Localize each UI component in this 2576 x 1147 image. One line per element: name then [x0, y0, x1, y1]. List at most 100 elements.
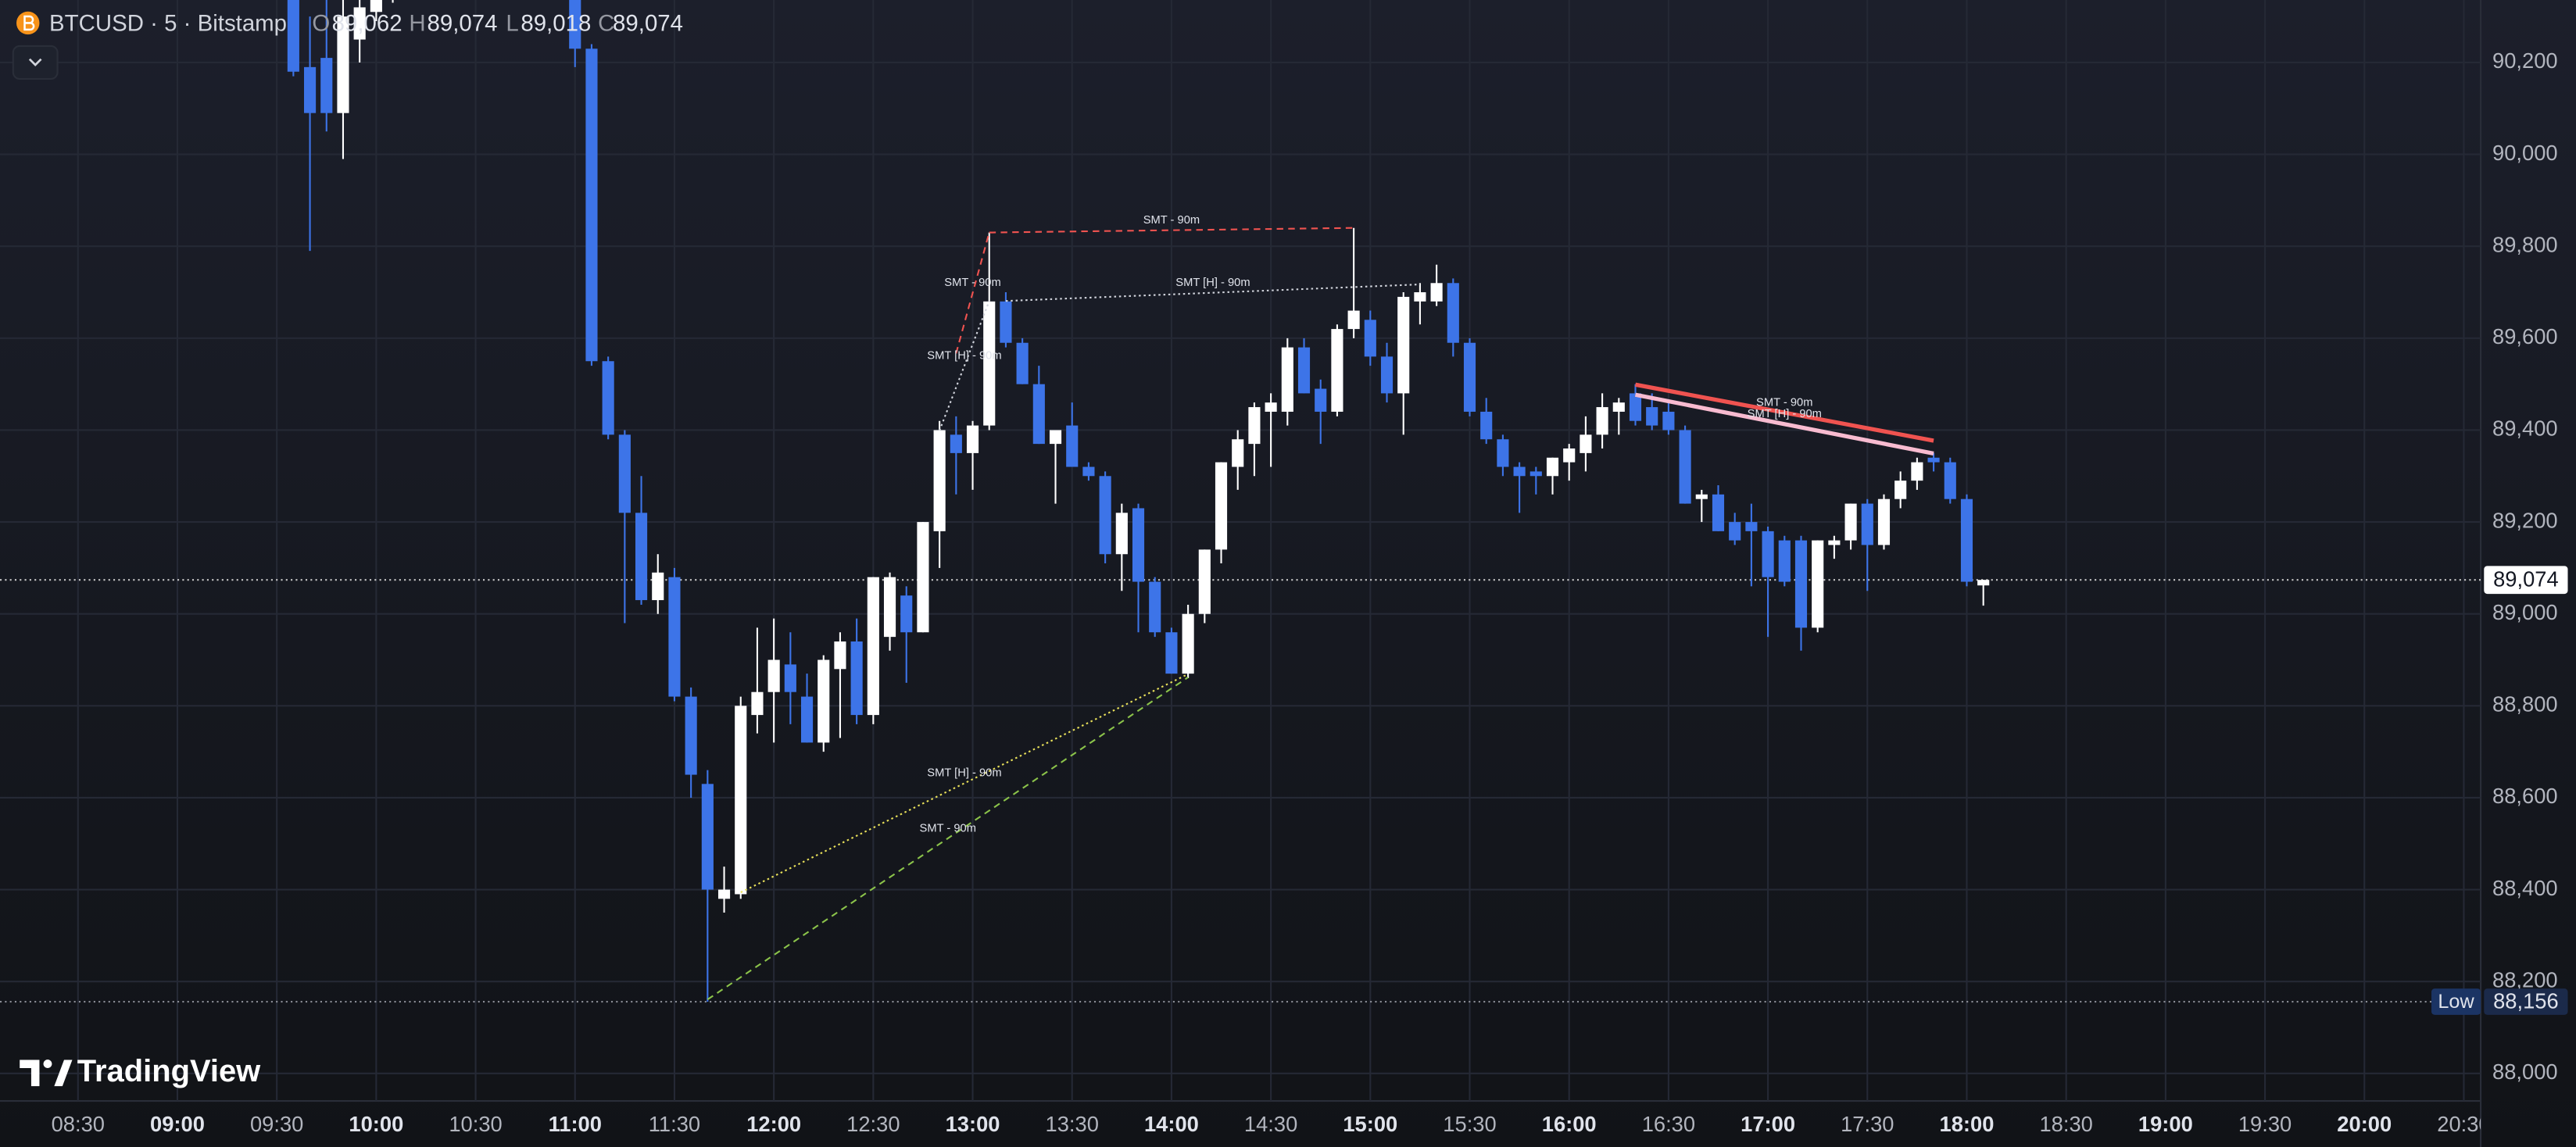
candle-body	[1944, 462, 1956, 499]
candle-body	[1066, 425, 1079, 467]
candle-body	[1297, 347, 1311, 394]
x-tick-label: 10:30	[449, 1112, 502, 1136]
x-tick-label: 11:00	[549, 1112, 602, 1136]
y-tick-label: 89,400	[2492, 416, 2558, 441]
y-tick-label: 88,600	[2492, 784, 2558, 808]
y-tick-label: 90,200	[2492, 48, 2558, 73]
candle-body	[1265, 402, 1277, 412]
candle-body	[1960, 498, 1973, 582]
smt-line	[740, 673, 1189, 894]
button-bg[interactable]	[12, 45, 59, 80]
candle-body	[1165, 632, 1178, 674]
y-tick-label: 89,600	[2492, 324, 2558, 348]
y-tick-label: 88,400	[2492, 876, 2558, 900]
candle-body	[1215, 462, 1228, 550]
candle-body	[1480, 411, 1493, 440]
candle-body	[1745, 522, 1758, 531]
x-tick-label: 09:00	[150, 1112, 205, 1136]
candle-body	[1115, 513, 1128, 555]
x-tick-label: 19:00	[2138, 1112, 2193, 1136]
candle-body	[320, 58, 333, 113]
candle-body	[1646, 407, 1658, 426]
candle-body	[618, 434, 631, 513]
candle-body	[1612, 402, 1625, 412]
low-tag-badge	[2431, 988, 2481, 1015]
candle-body	[337, 16, 349, 113]
candle-body	[1794, 540, 1808, 628]
low-tag: Low	[2438, 991, 2474, 1013]
candle-body	[1877, 498, 1891, 545]
chevron	[28, 58, 42, 67]
candle-body	[685, 696, 697, 775]
candle-body	[1232, 439, 1244, 467]
candle-body	[1000, 301, 1012, 343]
candle-body	[701, 784, 714, 890]
candle-body	[950, 434, 962, 453]
candle-body	[370, 0, 382, 13]
smt-label: SMT [H] - 90m	[1748, 408, 1822, 420]
ohlc-key: C	[598, 10, 614, 36]
watermark: TradingView	[20, 1054, 261, 1088]
candle-body	[1380, 356, 1394, 394]
legend-header: BTCUSD · 5 · Bitstamp O 89,062 H 89,074 L 89,…	[16, 10, 683, 36]
candle-body	[1182, 613, 1194, 674]
x-tick-label: 09:30	[250, 1112, 303, 1136]
candle-body	[1414, 292, 1426, 302]
smt-line	[1634, 392, 1934, 456]
candle-body	[1132, 508, 1145, 582]
candle-body	[569, 0, 581, 49]
smt-label: SMT - 90m	[944, 277, 1000, 289]
candle-body	[883, 577, 896, 638]
candle-body	[735, 706, 747, 895]
x-tick-label: 14:30	[1244, 1112, 1297, 1136]
candle-body	[1397, 296, 1410, 394]
collapse-button[interactable]	[12, 45, 59, 80]
candle-body	[850, 641, 863, 716]
x-tick-label: 19:30	[2238, 1112, 2292, 1136]
smt-label: SMT - 90m	[1143, 214, 1200, 227]
candle-body	[1049, 430, 1062, 445]
x-tick-label: 17:30	[1841, 1112, 1894, 1136]
logo-text: TradingView	[77, 1054, 261, 1088]
candle-body	[1364, 320, 1376, 357]
candle-body	[1513, 466, 1526, 477]
x-tick-label: 18:00	[1940, 1112, 1995, 1136]
candle-body	[767, 659, 780, 692]
candle-body	[1679, 430, 1691, 504]
candle-body	[1662, 411, 1675, 431]
low-badge	[2484, 988, 2568, 1015]
y-tick-label: 89,800	[2492, 232, 2558, 256]
smt-line	[939, 300, 990, 431]
low-label: 88,156	[2493, 988, 2559, 1013]
candle-body	[1563, 448, 1576, 463]
smt-label: SMT [H] - 90m	[1175, 277, 1250, 289]
y-tick-label: 90,000	[2492, 141, 2558, 165]
x-tick-label: 12:30	[846, 1112, 900, 1136]
x-tick-label: 20:30	[2437, 1112, 2490, 1136]
candle-body	[1729, 522, 1741, 541]
candle-body	[917, 522, 929, 633]
y-tick-label: 89,200	[2492, 508, 2558, 532]
x-tick-label: 17:00	[1741, 1112, 1795, 1136]
x-tick-label: 14:00	[1144, 1112, 1199, 1136]
x-tick-label: 20:00	[2337, 1112, 2392, 1136]
candle-body	[1977, 580, 1990, 586]
candle-body	[1032, 384, 1045, 445]
x-tick-label: 18:30	[2039, 1112, 2092, 1136]
candle-body	[1695, 494, 1708, 499]
candle-body	[602, 361, 614, 435]
candle-body	[751, 691, 764, 716]
candle-body	[1812, 540, 1824, 628]
candle-body	[1281, 347, 1293, 412]
candle-body	[800, 696, 814, 743]
candle-body	[1844, 503, 1857, 541]
ohlc-value: 89,074	[613, 10, 683, 36]
smt-line	[989, 227, 1354, 234]
candle-body	[1497, 439, 1509, 467]
smt-label: SMT - 90m	[920, 822, 976, 834]
candle-body	[1315, 388, 1327, 412]
grid	[0, 0, 2481, 1102]
